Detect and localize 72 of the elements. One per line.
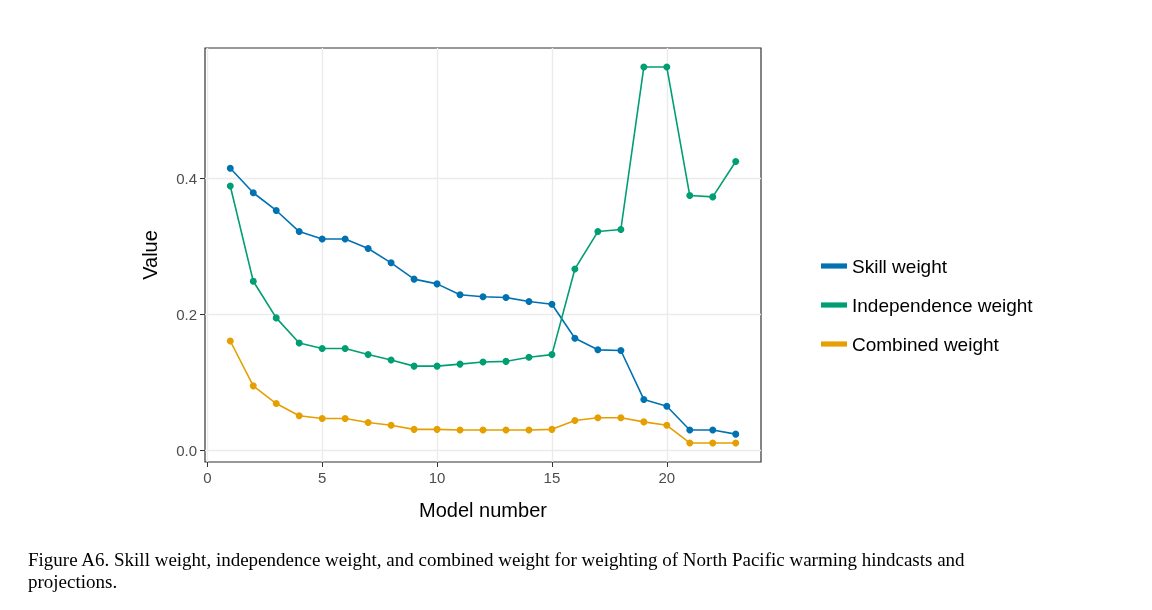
point — [272, 314, 280, 322]
point — [525, 353, 533, 361]
point — [548, 300, 556, 308]
point — [272, 206, 280, 214]
point — [226, 164, 234, 172]
point — [663, 63, 671, 71]
point — [732, 158, 740, 166]
point — [295, 412, 303, 420]
point — [226, 337, 234, 345]
point — [640, 418, 648, 426]
point — [686, 439, 694, 447]
point — [249, 277, 257, 285]
point — [732, 439, 740, 447]
x-tick-label: 15 — [543, 469, 561, 486]
point — [387, 259, 395, 267]
point — [617, 226, 625, 234]
point — [456, 291, 464, 299]
point — [640, 63, 648, 71]
y-tick-label: 0.2 — [176, 305, 197, 323]
point — [571, 265, 579, 273]
y-tick-label: 0.4 — [176, 170, 197, 188]
point — [525, 298, 533, 306]
y-tick-label: 0.0 — [176, 441, 197, 459]
point — [295, 228, 303, 236]
point — [318, 344, 326, 352]
point — [341, 344, 349, 352]
point — [686, 192, 694, 200]
point — [410, 425, 418, 433]
point — [249, 189, 257, 197]
point — [318, 235, 326, 243]
x-axis-title: Model number — [419, 499, 548, 521]
point — [663, 421, 671, 429]
point — [364, 351, 372, 359]
point — [318, 414, 326, 422]
point — [272, 400, 280, 408]
point — [502, 293, 510, 301]
point — [364, 419, 372, 427]
legend-label: Independence weight — [852, 294, 1034, 316]
point — [479, 293, 487, 301]
caption: Figure A6. Skill weight, independence weight, and combined weight for weighting of North Pacific warming hindcasts and projections. — [28, 548, 970, 592]
x-tick-label: 10 — [428, 469, 446, 486]
x-tick-label: 20 — [658, 469, 676, 486]
point — [640, 395, 648, 403]
point — [663, 402, 671, 410]
point — [341, 414, 349, 422]
point — [594, 346, 602, 354]
point — [571, 417, 579, 425]
point — [686, 426, 694, 434]
point — [226, 182, 234, 190]
point — [709, 426, 717, 434]
point — [709, 193, 717, 201]
point — [617, 414, 625, 422]
point — [502, 357, 510, 365]
point — [433, 425, 441, 433]
point — [548, 351, 556, 359]
point — [594, 228, 602, 236]
point — [364, 245, 372, 253]
point — [295, 339, 303, 347]
y-axis-title: Value — [139, 230, 161, 280]
x-tick-label: 0 — [203, 469, 212, 486]
point — [387, 421, 395, 429]
point — [410, 362, 418, 370]
point — [617, 347, 625, 355]
point — [732, 430, 740, 438]
x-tick-label: 5 — [318, 469, 327, 486]
legend-label: Skill weight — [852, 255, 948, 277]
point — [594, 414, 602, 422]
point — [548, 425, 556, 433]
point — [249, 382, 257, 390]
point — [709, 439, 717, 447]
legend-label: Combined weight — [852, 333, 1000, 355]
point — [571, 334, 579, 342]
